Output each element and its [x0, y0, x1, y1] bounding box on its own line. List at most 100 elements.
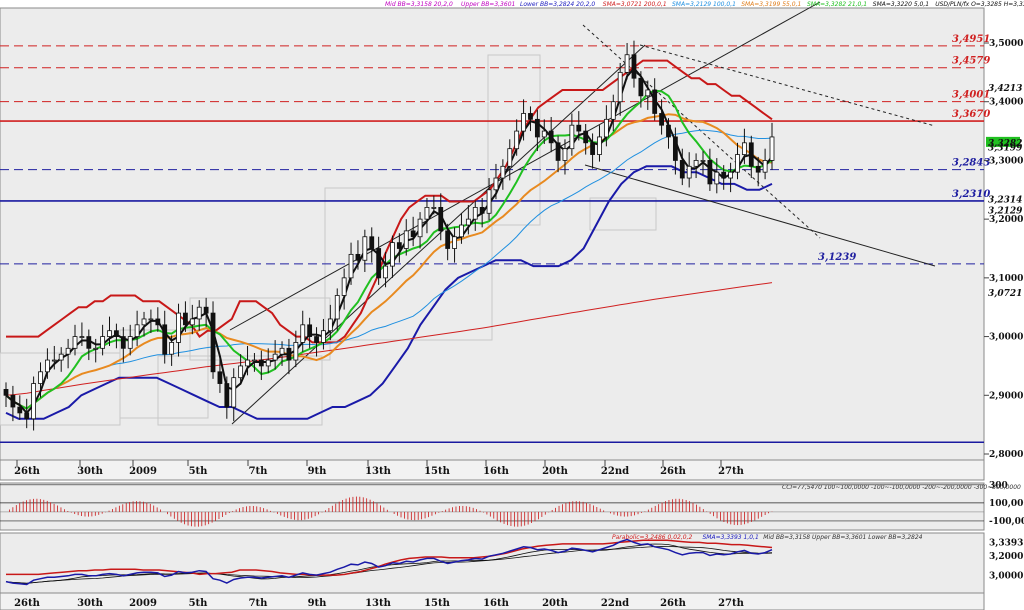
- lower-tick-label-0: 3,3393: [989, 539, 1023, 549]
- candle-body-5: [38, 371, 43, 384]
- x-tick-label-5: 9th: [308, 466, 328, 477]
- candle-body-90: [624, 54, 630, 73]
- candle-body-66: [459, 224, 464, 238]
- candle-body-22: [155, 318, 161, 326]
- upper-bollinger-line: [6, 59, 773, 344]
- candle-body-60: [417, 218, 423, 238]
- candle-body-9: [65, 347, 71, 355]
- right-label-1: 3,3282: [988, 139, 1022, 149]
- candle-body-46: [321, 330, 326, 343]
- cci-tick-label-0: 300: [989, 481, 1008, 491]
- candle-body-49: [341, 277, 347, 296]
- lower-panel: [0, 532, 985, 594]
- lower-indicator: 3,3393 3,2000 3,0000 Parabolic=3,2486 0,02,…: [5, 534, 1023, 586]
- candle-body-93: [645, 89, 651, 97]
- legend-entry-3: SMA=3,0721 200,0,1: [603, 1, 667, 8]
- y-tick-label-7: 2,8000: [989, 450, 1023, 460]
- legend-entry-2: Lower BB=3,2824 20,2,0: [520, 1, 595, 8]
- candle-body-79: [548, 130, 554, 144]
- candle-body-104: [721, 171, 727, 179]
- candle-body-108: [748, 142, 754, 167]
- consolidation-box-5: [487, 54, 541, 226]
- candle-body-80: [555, 142, 561, 161]
- y-tick-label-0: 3,5000: [989, 39, 1023, 49]
- cci-panel: [0, 482, 985, 531]
- candle-body-44: [307, 324, 313, 337]
- candle-body-34: [238, 365, 244, 379]
- x-axis-strip: [0, 459, 985, 481]
- candle-body-109: [755, 165, 761, 173]
- lower-x-tick-label-1: 30th: [77, 598, 104, 609]
- candle-body-7: [51, 359, 57, 362]
- candle-body-68: [472, 206, 478, 220]
- right-label-0: 3,4213: [988, 84, 1022, 94]
- x-tick-label-0: 26th: [14, 466, 41, 477]
- candle-body-8: [58, 353, 64, 361]
- trend-line-2: [639, 44, 936, 127]
- candle-body-92: [638, 77, 644, 97]
- candle-body-12: [86, 336, 92, 349]
- candle-body-61: [424, 206, 430, 220]
- cci-tick-label-2: -100,0000: [989, 517, 1024, 527]
- lower-x-tick-label-5: 9th: [308, 598, 328, 609]
- candle-body-1: [10, 394, 16, 408]
- lower-legend-0: Parabolic=3,2486 0,02,0,2: [612, 534, 692, 541]
- x-tick-label-7: 15th: [424, 466, 451, 477]
- consolidation-box-6: [589, 197, 657, 231]
- candle-body-91: [631, 54, 637, 79]
- candle-body-97: [672, 136, 678, 161]
- lower-tick-label-2: 3,0000: [989, 572, 1023, 582]
- lower-tick-label-1: 3,2000: [989, 552, 1023, 562]
- candle-body-29: [203, 306, 209, 314]
- x-tick-label-1: 30th: [77, 466, 104, 477]
- candle-body-65: [452, 236, 457, 249]
- candle-body-74: [514, 130, 520, 150]
- candle-body-18: [127, 336, 133, 349]
- candle-body-56: [390, 242, 395, 267]
- x-tick-label-8: 16th: [483, 466, 510, 477]
- candle-body-27: [189, 318, 195, 326]
- lower-x-tick-label-6: 13th: [365, 598, 392, 609]
- candle-body-31: [217, 371, 223, 384]
- level-label-5: 3,2310: [952, 189, 990, 200]
- candle-body-96: [666, 124, 671, 138]
- candle-body-32: [224, 383, 230, 408]
- candle-body-48: [334, 295, 340, 320]
- level-label-2: 3,4001: [952, 90, 990, 101]
- candle-body-41: [286, 347, 292, 361]
- lower-x-tick-label-11: 26th: [660, 598, 687, 609]
- candle-body-62: [431, 206, 437, 209]
- candle-body-84: [583, 130, 589, 144]
- candle-body-33: [231, 377, 237, 408]
- candle-body-103: [714, 171, 720, 185]
- sma100-line: [5, 129, 773, 410]
- candle-body-69: [479, 206, 485, 214]
- indicator-lines: [5, 59, 773, 420]
- candle-body-24: [169, 342, 175, 355]
- right-label-5: 3,0721: [988, 289, 1022, 299]
- x-tick-label-12: 27th: [718, 466, 745, 477]
- horizontal-levels: [0, 45, 984, 444]
- candlesticks: [3, 40, 775, 431]
- sma55-line: [5, 113, 773, 410]
- candle-body-21: [148, 318, 154, 321]
- candle-body-6: [45, 359, 50, 373]
- candle-body-43: [300, 324, 306, 343]
- candle-body-4: [31, 383, 37, 420]
- candle-body-15: [107, 330, 112, 337]
- candle-body-86: [597, 136, 602, 155]
- candle-body-13: [93, 347, 99, 350]
- legend-entry-6: SMA=3,3282 21,0,1: [807, 1, 867, 8]
- candle-body-36: [252, 359, 257, 362]
- candle-body-50: [348, 253, 354, 279]
- lower-bollinger-line: [5, 165, 773, 420]
- level-label-6: 3,1239: [818, 252, 856, 263]
- candle-body-55: [383, 265, 388, 279]
- candle-body-87: [603, 118, 609, 138]
- candle-body-19: [134, 324, 140, 337]
- candle-body-47: [327, 318, 333, 332]
- level-label-1: 3,4579: [952, 56, 990, 67]
- right-label-2: 3,3199: [988, 144, 1023, 154]
- lower-legend-2: Mid BB=3,3158 Upper BB=3,3601 Lower BB=3…: [763, 534, 922, 541]
